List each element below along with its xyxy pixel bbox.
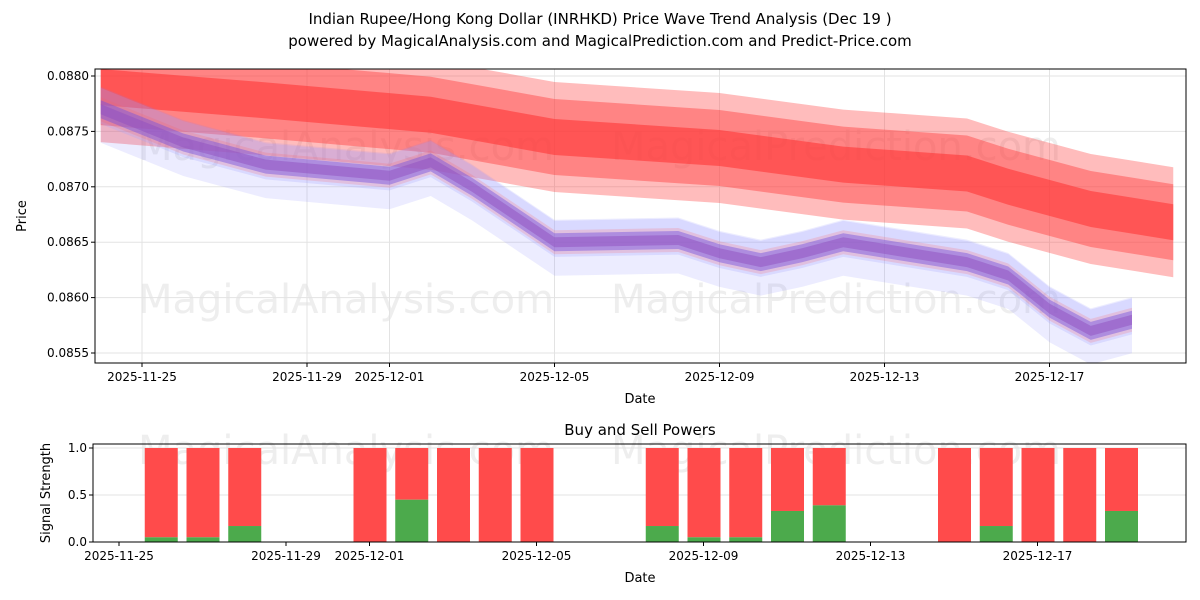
sell-bar (1021, 448, 1055, 542)
x-axis-label: Date (624, 571, 655, 586)
sell-bar (186, 448, 220, 538)
trend-band-inner (100, 69, 1174, 241)
y-tick-label: 0.0 (68, 535, 87, 549)
y-tick-label: 0.0860 (47, 291, 89, 305)
buy-bar (979, 526, 1013, 542)
plot-frame (92, 443, 1187, 543)
x-tick-label: 2025-12-01 (335, 549, 405, 563)
sell-bar (1063, 448, 1097, 542)
plot-area (100, 69, 1174, 363)
y-axis-label: Signal Strength (39, 443, 54, 543)
chart-title: Indian Rupee/Hong Kong Dollar (INRHKD) P… (308, 10, 892, 28)
sell-bar (144, 448, 178, 538)
buy-bar (812, 505, 846, 542)
subplot-title: Buy and Sell Powers (564, 421, 716, 439)
buy-bar (771, 510, 804, 542)
sell-bar (687, 448, 721, 538)
buy-bar (687, 537, 721, 542)
x-tick-label: 2025-11-29 (251, 549, 321, 563)
sell-bar (771, 448, 804, 511)
sell-bar (938, 448, 971, 542)
buy-bar (729, 537, 763, 542)
y-tick-label: 0.0880 (47, 69, 89, 83)
x-tick-label: 2025-12-09 (669, 549, 739, 563)
y-tick-label: 0.0870 (47, 180, 89, 194)
sell-bar (645, 448, 679, 527)
x-tick-label: 2025-12-01 (355, 370, 425, 384)
sell-bar (520, 448, 554, 542)
sell-bar (228, 448, 262, 527)
buy-bar (186, 537, 220, 542)
watermark: MagicalPrediction.com (611, 277, 1061, 323)
sell-bar (353, 448, 387, 542)
x-axis-label: Date (624, 392, 655, 407)
y-tick-label: 0.5 (68, 488, 87, 502)
wave-band-mid (100, 87, 1132, 346)
x-tick-label: 2025-11-25 (84, 549, 154, 563)
sell-bar (729, 448, 763, 538)
sell-bar (395, 448, 429, 500)
x-tick-label: 2025-12-17 (1003, 549, 1073, 563)
buy-bar (228, 526, 262, 542)
chart-subtitle: powered by MagicalAnalysis.com and Magic… (288, 32, 912, 50)
sell-bar (812, 448, 846, 506)
sell-bar (437, 448, 470, 542)
x-tick-label: 2025-12-13 (836, 549, 906, 563)
x-tick-label: 2025-12-05 (520, 370, 590, 384)
buy-bar (395, 499, 429, 542)
y-tick-label: 1.0 (68, 441, 87, 455)
sell-bar (1105, 448, 1138, 511)
plot-frame (94, 68, 1187, 364)
sell-bar (478, 448, 512, 542)
x-tick-label: 2025-12-05 (502, 549, 572, 563)
watermark: MagicalAnalysis.com (138, 277, 554, 323)
sell-bar (979, 448, 1013, 527)
x-tick-label: 2025-11-25 (107, 370, 177, 384)
x-tick-label: 2025-12-17 (1015, 370, 1085, 384)
x-tick-label: 2025-11-29 (272, 370, 342, 384)
wave-band-outer (100, 86, 1132, 363)
y-tick-label: 0.0865 (47, 235, 89, 249)
x-tick-label: 2025-12-09 (685, 370, 755, 384)
y-axis-label: Price (15, 200, 30, 232)
buy-bar (1105, 510, 1138, 542)
y-tick-label: 0.0875 (47, 124, 89, 138)
buy-bar (645, 526, 679, 542)
buy-bar (144, 537, 178, 542)
x-tick-label: 2025-12-13 (850, 370, 920, 384)
y-tick-label: 0.0855 (47, 346, 89, 360)
